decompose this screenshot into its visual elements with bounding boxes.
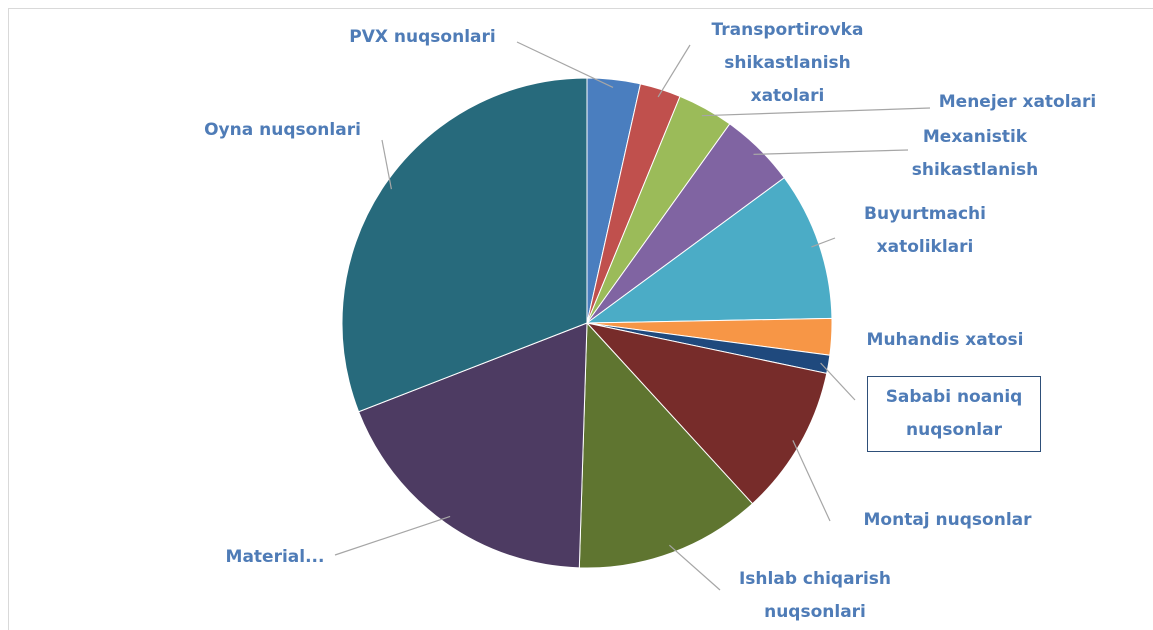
leader-line	[811, 237, 836, 248]
chart-frame	[8, 8, 1153, 630]
slice-label-box: Buyurtmachi xatoliklari	[864, 204, 986, 257]
leaders	[334, 41, 931, 591]
slice-label-box: Material...	[225, 547, 325, 567]
slice-label-box: Oyna nuqsonlari	[204, 120, 361, 140]
slice-label: PVX nuqsonlari	[349, 27, 496, 47]
slice-label-box: Muhandis xatosi	[866, 330, 1024, 350]
leader-line	[753, 149, 909, 155]
slice-label: Oyna nuqsonlari	[204, 120, 361, 140]
slice-label: Sababi noaniq nuqsonlar	[867, 376, 1041, 452]
pie-slice	[357, 322, 588, 569]
slice-label: Material...	[225, 547, 325, 567]
leader-line	[820, 362, 856, 401]
leader-line	[657, 44, 691, 98]
leader-line	[334, 515, 451, 556]
slice-label: Muhandis xatosi	[866, 330, 1024, 350]
slice-label-box: Ishlab chiqarish nuqsonlari	[738, 569, 891, 622]
leader-line	[381, 139, 392, 190]
slice-label-box: PVX nuqsonlari	[349, 27, 496, 47]
slice-label-box: Sababi noaniq nuqsonlar	[867, 376, 1041, 452]
slice-label: Montaj nuqsonlar	[863, 510, 1032, 530]
pie-slice	[578, 321, 754, 569]
leader-line	[792, 440, 831, 522]
slice-label-box: Montaj nuqsonlar	[863, 510, 1032, 530]
leader-line	[701, 107, 931, 117]
leader-line	[668, 544, 721, 591]
slice-label: Ishlab chiqarish nuqsonlari	[738, 569, 891, 622]
pie-slice	[585, 322, 828, 505]
pie	[341, 77, 833, 569]
leader-line	[516, 41, 614, 88]
slice-label: Mexanistik shikastlanish	[911, 127, 1039, 180]
slice-label-box: Transportirovka shikastlanish xatolari	[711, 20, 864, 106]
slice-label-box: Mexanistik shikastlanish	[911, 127, 1039, 180]
pie-slice	[341, 77, 588, 413]
slice-label: Buyurtmachi xatoliklari	[864, 204, 986, 257]
slice-label: Transportirovka shikastlanish xatolari	[711, 20, 864, 106]
slice-label: Menejer xatolari	[938, 92, 1097, 112]
slice-label-box: Menejer xatolari	[938, 92, 1097, 112]
